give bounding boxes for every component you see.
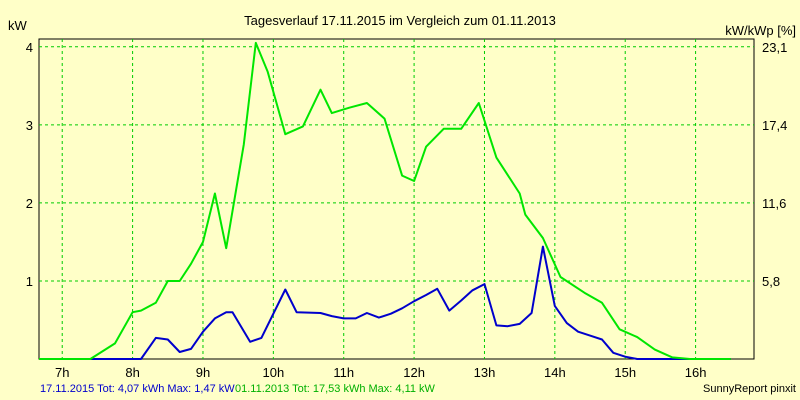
y-left-tick-label: 4 xyxy=(26,40,33,55)
y-right-tick-label: 17,4 xyxy=(762,118,787,133)
y-left-tick-label: 1 xyxy=(26,274,33,289)
x-tick-label: 14h xyxy=(544,365,566,380)
x-tick-label: 12h xyxy=(403,365,425,380)
y-right-tick-label: 5,8 xyxy=(762,274,780,289)
x-tick-label: 16h xyxy=(685,365,707,380)
series-lines xyxy=(39,41,731,360)
y-axis-left-label: kW xyxy=(8,18,28,33)
series-line-1 xyxy=(39,245,731,360)
series-line-2 xyxy=(39,41,731,360)
x-tick-label: 11h xyxy=(333,365,354,380)
footer-series2-summary: 01.11.2013 Tot: 17,53 kWh Max: 4,11 kW xyxy=(235,383,436,395)
footer-credit: SunnyReport pinxit xyxy=(703,383,796,395)
y-axis-right-label: kW/kWp [%] xyxy=(725,23,796,38)
tick-labels: 7h 8h 9h 10h 11h 12h 13h 14h 15h 16h 1 2 3 4 5,8 11,6 17… xyxy=(26,40,788,380)
x-tick-label: 8h xyxy=(125,365,139,380)
x-tick-label: 15h xyxy=(614,365,636,380)
y-right-tick-label: 23,1 xyxy=(762,40,787,55)
plot-area xyxy=(38,38,755,360)
footer-series1-summary: 17.11.2015 Tot: 4,07 kWh Max: 1,47 kW xyxy=(40,383,235,395)
x-tick-label: 10h xyxy=(262,365,284,380)
y-left-tick-label: 2 xyxy=(26,196,33,211)
grid-lines xyxy=(39,39,754,359)
x-tick-label: 9h xyxy=(196,365,210,380)
chart-title: Tagesverlauf 17.11.2015 im Vergleich zum… xyxy=(244,13,556,28)
y-right-tick-label: 11,6 xyxy=(762,196,786,211)
x-tick-label: 7h xyxy=(55,365,69,380)
x-tick-label: 13h xyxy=(474,365,496,380)
y-left-tick-label: 3 xyxy=(26,118,33,133)
